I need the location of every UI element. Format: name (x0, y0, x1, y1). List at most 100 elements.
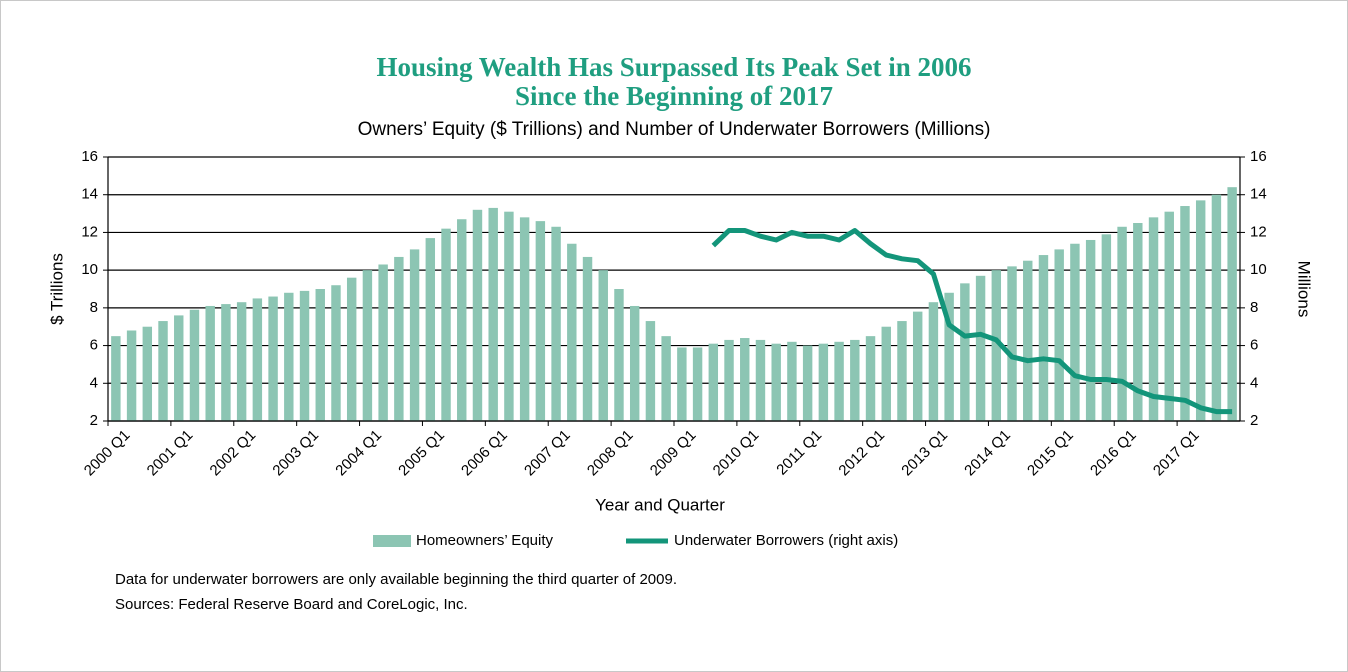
bar (850, 339, 860, 421)
y2-tick-label: 12 (1250, 223, 1267, 240)
bar (394, 256, 404, 421)
bar (567, 243, 577, 421)
bar (692, 347, 703, 421)
bar (409, 249, 420, 421)
bar (1180, 206, 1190, 421)
bar (205, 305, 215, 421)
legend-swatch (373, 535, 411, 547)
chart-title: Housing Wealth Has Surpassed Its Peak Se… (376, 52, 971, 82)
bar (425, 238, 436, 421)
bar (1195, 200, 1206, 421)
bar (315, 289, 325, 421)
bar (818, 343, 829, 421)
bar (111, 336, 121, 421)
bar (771, 343, 781, 421)
note: Sources: Federal Reserve Board and CoreL… (115, 596, 468, 613)
bar (362, 270, 373, 421)
bar (865, 336, 876, 421)
bar (1101, 234, 1112, 421)
bar (378, 264, 388, 421)
bar (252, 298, 263, 421)
bar (236, 302, 247, 421)
bar (677, 347, 687, 421)
y-tick-label: 4 (90, 374, 98, 391)
bar (189, 309, 200, 421)
bar (268, 296, 278, 421)
bar (975, 275, 986, 421)
bar (504, 211, 514, 421)
bar (582, 256, 593, 421)
bar (488, 207, 498, 421)
bar (1211, 194, 1222, 421)
bar (221, 304, 231, 421)
legend-label: Underwater Borrowers (right axis) (674, 532, 898, 549)
y2-axis-label: Millions (1295, 261, 1314, 318)
bar (1038, 255, 1049, 421)
x-axis-label: Year and Quarter (595, 495, 725, 514)
bar (912, 311, 923, 421)
bar (960, 283, 970, 421)
y2-tick-label: 4 (1250, 374, 1258, 391)
bar (834, 341, 844, 421)
bar (472, 209, 483, 421)
bar (708, 343, 719, 421)
bar (1023, 260, 1033, 421)
y-tick-label: 12 (81, 223, 98, 240)
legend-label: Homeowners’ Equity (416, 532, 553, 549)
bar (881, 326, 891, 421)
bar (142, 326, 153, 421)
bar (457, 219, 467, 421)
bar (284, 292, 294, 421)
y-tick-label: 14 (81, 186, 98, 203)
bar (1007, 266, 1017, 421)
y-tick-label: 8 (90, 299, 98, 316)
bar (1054, 249, 1064, 421)
bar (299, 290, 310, 421)
bar (1085, 239, 1096, 421)
bar (724, 339, 734, 421)
bar (614, 289, 624, 421)
y2-tick-label: 10 (1250, 261, 1267, 278)
bar (661, 336, 671, 421)
line (711, 228, 1233, 415)
bar (1117, 226, 1127, 421)
y2-tick-label: 6 (1250, 337, 1258, 354)
chart-title: Since the Beginning of 2017 (515, 81, 833, 111)
bar (331, 285, 341, 421)
bar (787, 341, 797, 421)
bar (991, 270, 1002, 421)
bar (645, 321, 656, 421)
bar (158, 321, 168, 421)
bar (174, 315, 184, 421)
y-tick-label: 6 (90, 337, 98, 354)
bar (1148, 217, 1159, 421)
note: Data for underwater borrowers are only a… (115, 571, 677, 588)
bar (928, 302, 939, 421)
bar (802, 345, 813, 421)
bar (519, 217, 530, 421)
bar (1133, 223, 1143, 421)
y-tick-label: 2 (90, 412, 98, 429)
y2-tick-label: 2 (1250, 412, 1258, 429)
bar (441, 228, 451, 421)
bar (1227, 187, 1237, 421)
bar (897, 321, 907, 421)
bar (535, 221, 546, 421)
bar (598, 270, 608, 421)
bar (126, 330, 137, 421)
bar (1164, 211, 1174, 421)
y2-tick-label: 8 (1250, 299, 1258, 316)
y2-tick-label: 16 (1250, 148, 1267, 165)
bar (755, 339, 766, 421)
y-tick-label: 16 (81, 148, 98, 165)
bar (629, 305, 640, 421)
y-axis-label: $ Trillions (47, 253, 66, 325)
bar (944, 292, 954, 421)
bar (551, 226, 561, 421)
bar (1070, 243, 1080, 421)
y2-tick-label: 14 (1250, 186, 1267, 203)
bar (346, 277, 357, 421)
bar (740, 338, 750, 421)
chart-subtitle: Owners’ Equity ($ Trillions) and Number … (358, 119, 991, 140)
